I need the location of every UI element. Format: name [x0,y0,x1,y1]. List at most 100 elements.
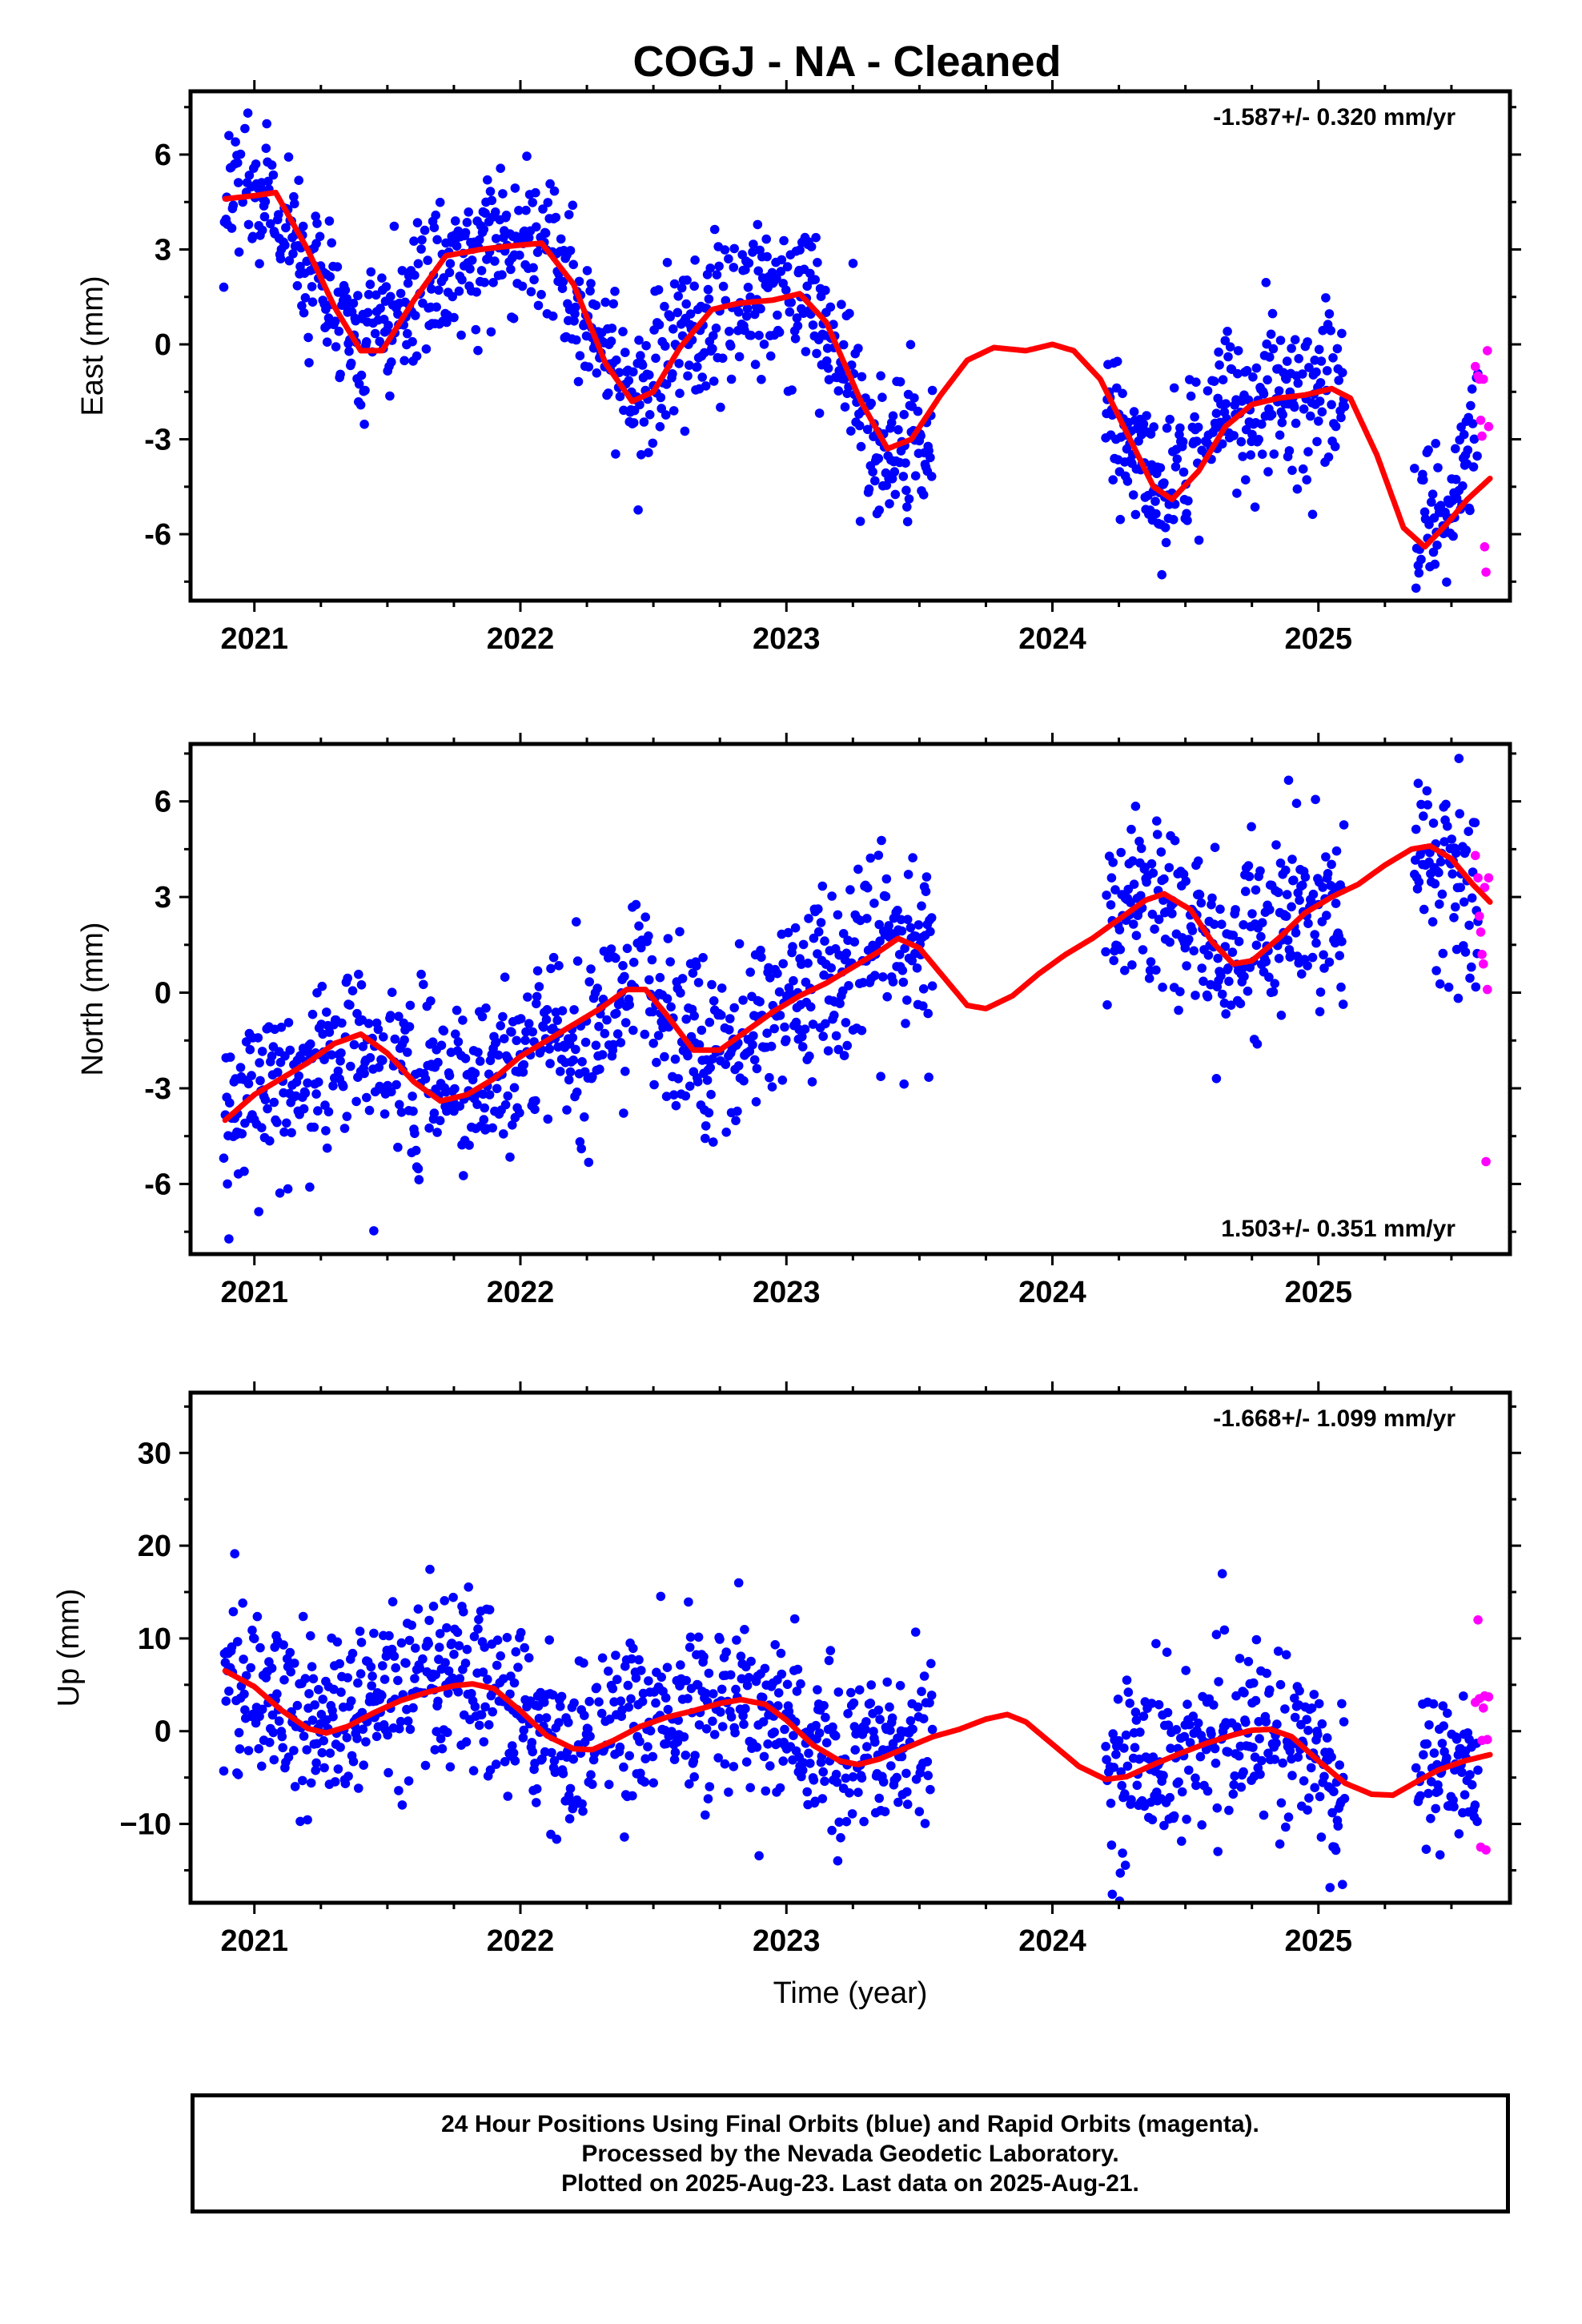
final-orbit-point [831,1031,841,1041]
final-orbit-point [359,420,369,429]
final-orbit-point [724,1787,733,1797]
final-orbit-point [255,259,264,269]
final-orbit-point [853,864,863,875]
final-orbit-point [661,410,671,420]
final-orbit-point [330,316,340,327]
final-orbit-point [239,1689,249,1699]
final-orbit-point [1435,857,1446,866]
final-orbit-point [900,943,909,953]
final-orbit-point [926,927,935,937]
final-orbit-point [921,872,932,882]
final-orbit-point [769,1727,779,1737]
final-orbit-point [1194,535,1204,545]
final-orbit-point [386,1011,396,1020]
final-orbit-point [1159,874,1169,884]
final-orbit-point [266,219,275,229]
final-orbit-point [1295,1686,1304,1696]
final-orbit-point [417,235,427,245]
final-orbit-point [338,1081,348,1092]
final-orbit-point [635,400,644,410]
final-orbit-point [272,1117,282,1128]
final-orbit-point [1435,1850,1445,1860]
final-orbit-point [685,309,696,319]
final-orbit-point [1215,360,1224,370]
final-orbit-point [1411,583,1421,593]
final-orbit-point [1185,1738,1195,1747]
final-orbit-point [577,1799,587,1809]
final-orbit-point [459,1171,468,1180]
final-orbit-point [895,1681,905,1691]
final-orbit-point [702,1076,713,1085]
final-orbit-point [1108,475,1118,485]
final-orbit-point [817,1794,828,1803]
final-orbit-point [745,1783,755,1792]
final-orbit-point [396,1108,407,1117]
x-tick-label: 2024 [1018,1924,1086,1958]
final-orbit-point [1136,891,1146,901]
final-orbit-point [283,1752,294,1762]
final-orbit-point [1339,1717,1349,1727]
final-orbit-point [725,341,736,351]
final-orbit-point [881,891,891,902]
final-orbit-point [1195,1751,1206,1762]
final-orbit-point [741,1703,750,1714]
final-orbit-point [1460,947,1471,957]
final-orbit-point [1119,1743,1129,1753]
final-orbit-point [243,1079,254,1089]
final-orbit-point [383,1767,393,1778]
final-orbit-point [1303,1726,1313,1735]
final-orbit-point [1315,396,1325,406]
final-orbit-point [697,1025,707,1035]
final-orbit-point [640,1777,650,1787]
final-orbit-point [631,899,641,910]
final-orbit-point [324,216,335,226]
rapid-orbit-point [1483,346,1492,356]
final-orbit-point [470,1068,480,1078]
final-orbit-point [774,987,785,997]
y-tick-label: −10 [120,1808,171,1842]
final-orbit-point [1239,971,1249,982]
final-orbit-point [240,123,250,134]
final-orbit-point [1426,1814,1435,1823]
final-orbit-point [1138,1711,1149,1721]
final-orbit-point [1435,899,1444,909]
final-orbit-point [257,1704,267,1715]
final-orbit-point [716,1707,725,1717]
final-orbit-point [1443,1708,1452,1719]
final-orbit-point [1248,1743,1258,1752]
final-orbit-point [786,297,796,308]
final-orbit-point [543,1114,553,1124]
final-orbit-point [1193,856,1203,866]
final-orbit-point [640,1029,650,1039]
final-orbit-point [539,1022,548,1032]
final-orbit-point [312,988,322,998]
final-orbit-point [742,1680,753,1691]
final-orbit-point [1191,1780,1201,1791]
final-orbit-point [1270,979,1279,988]
final-orbit-point [726,1712,737,1722]
final-orbit-point [515,250,524,260]
final-orbit-point [823,364,833,373]
final-orbit-point [1438,1701,1448,1711]
final-orbit-point [608,299,618,309]
final-orbit-point [1217,919,1227,929]
final-orbit-point [919,1671,930,1681]
final-orbit-point [290,1782,300,1791]
final-orbit-point [510,183,520,193]
final-orbit-point [708,1716,717,1727]
final-orbit-point [310,1700,320,1710]
final-orbit-point [594,1022,604,1031]
final-orbit-point [1182,516,1192,525]
final-orbit-point [1275,858,1286,868]
final-orbit-point [565,1067,576,1077]
final-orbit-point [493,1050,504,1060]
final-orbit-point [716,402,725,412]
final-orbit-point [1298,369,1307,379]
final-orbit-point [457,275,467,285]
final-orbit-point [643,1742,652,1751]
final-orbit-point [1307,1703,1317,1713]
final-orbit-point [276,1023,287,1032]
final-orbit-point [1297,969,1307,979]
final-orbit-point [888,977,898,987]
final-orbit-point [562,1105,572,1115]
